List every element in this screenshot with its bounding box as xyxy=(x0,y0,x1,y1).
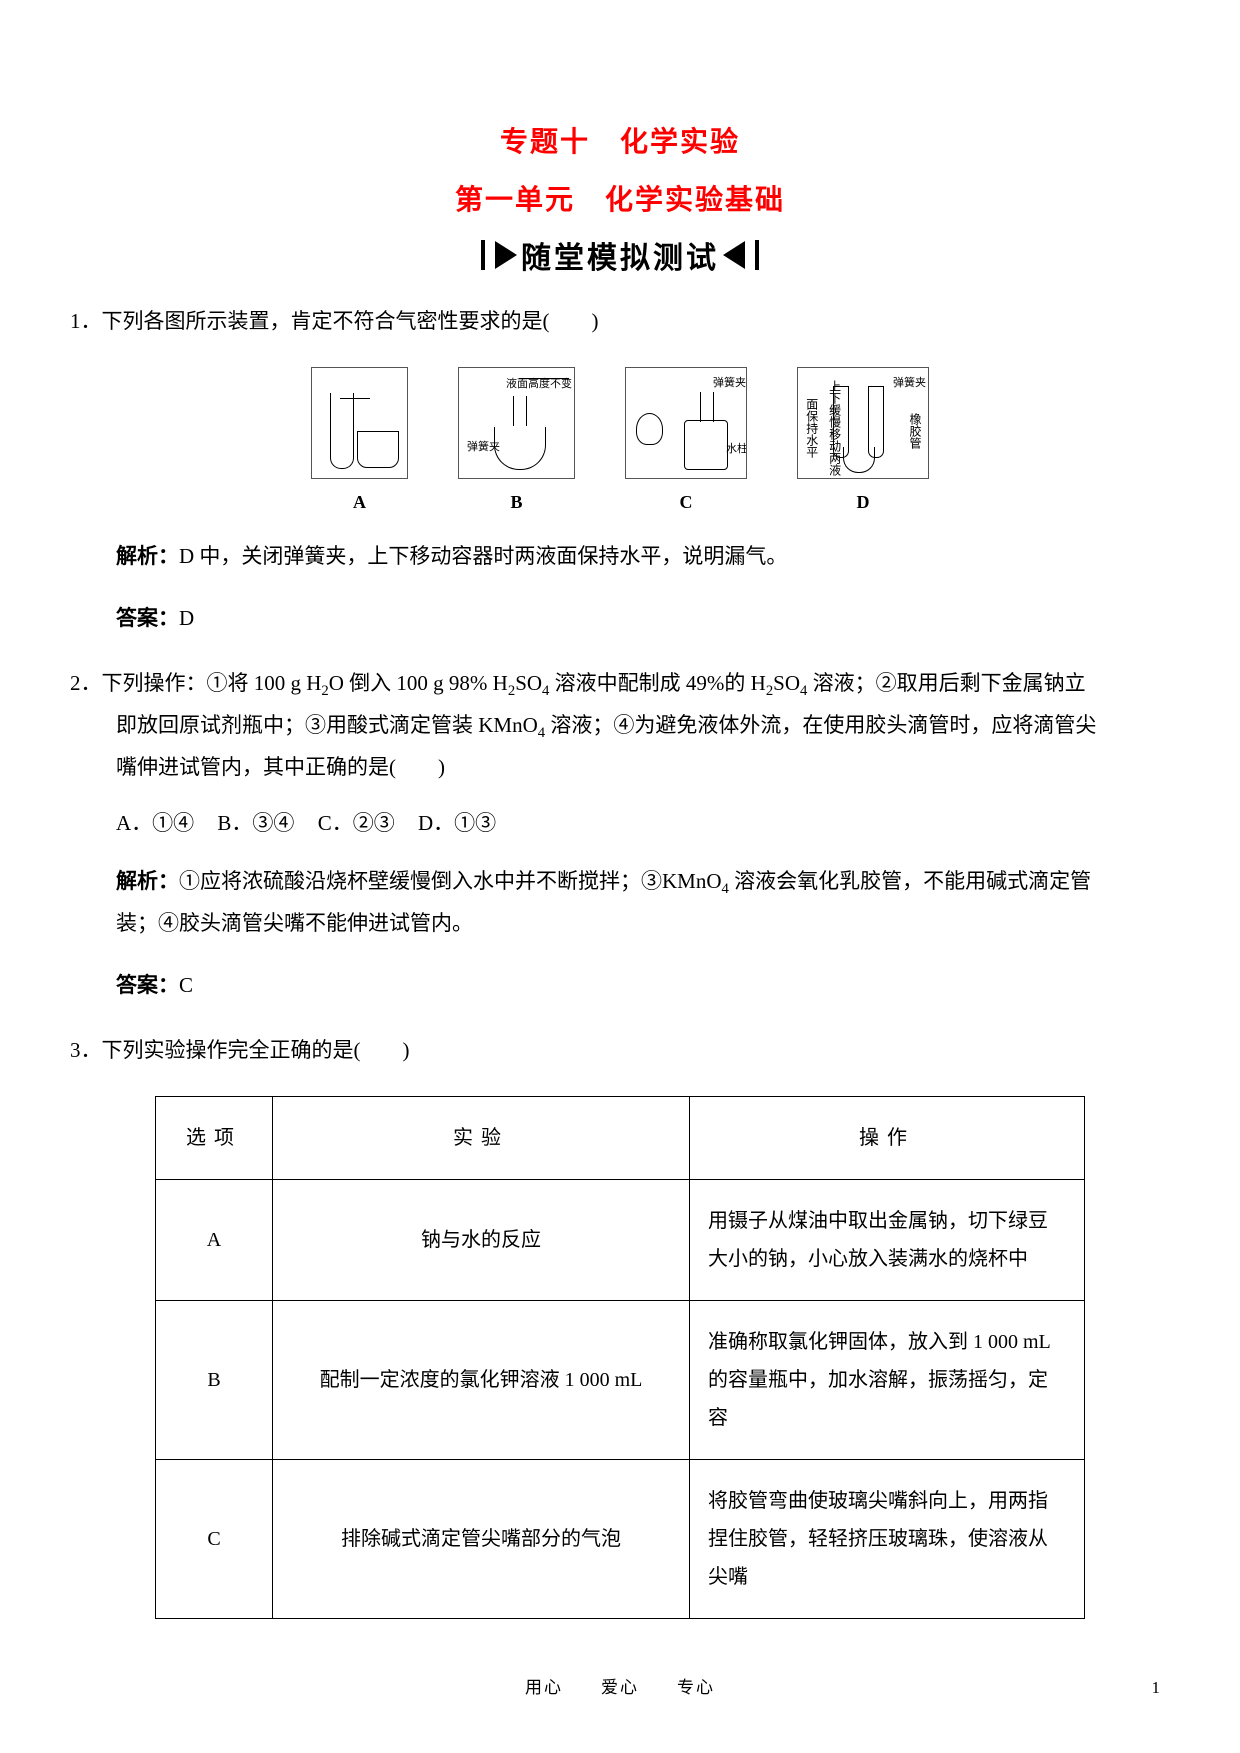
cell-exp: 钠与水的反应 xyxy=(273,1179,690,1300)
text: O 倒入 100 g 98% H xyxy=(329,671,508,695)
apparatus-b: 液面高度不变 弹簧夹 B xyxy=(458,367,575,519)
unit-subtitle: 第一单元 化学实验基础 xyxy=(70,178,1170,218)
figure-label: D xyxy=(857,485,870,519)
question-2: 2．下列操作：①将 100 g H2O 倒入 100 g 98% H2SO4 溶… xyxy=(70,664,1170,1006)
answer-text: D xyxy=(179,606,194,630)
q1-analysis: 解析：D 中，关闭弹簧夹，上下移动容器时两液面保持水平，说明漏气。 xyxy=(70,537,1170,577)
q2-analysis: 解析：①应将浓硫酸沿烧杯壁缓慢倒入水中并不断搅拌；③KMnO4 溶液会氧化乳胶管… xyxy=(70,862,1170,904)
q2-stem-line3: 嘴伸进试管内，其中正确的是( ) xyxy=(70,748,1170,788)
figure-label: B xyxy=(510,485,522,519)
apparatus-c: 弹簧夹 水柱 C xyxy=(625,367,747,519)
footer-motto: 用心 爱心 专心 xyxy=(0,1673,1240,1698)
option-a: A．①④ xyxy=(116,811,194,835)
q1-figure: A 液面高度不变 弹簧夹 B xyxy=(70,367,1170,519)
annot-clip: 弹簧夹 xyxy=(713,373,746,394)
annot-clip: 弹簧夹 xyxy=(467,437,500,458)
annot-level: 液面高度不变 xyxy=(506,374,572,395)
apparatus-a: A xyxy=(311,367,408,519)
topic-title: 专题十 化学实验 xyxy=(70,120,1170,160)
text: ①应将浓硫酸沿烧杯壁缓慢倒入水中并不断搅拌；③KMnO xyxy=(179,869,722,893)
table-row: C 排除碱式滴定管尖嘴部分的气泡 将胶管弯曲使玻璃尖嘴斜向上，用两指捏住胶管，轻… xyxy=(156,1459,1085,1618)
banner-bar-icon xyxy=(755,240,759,270)
analysis-label: 解析： xyxy=(116,869,179,893)
table-row: B 配制一定浓度的氯化钾溶液 1 000 mL 准确称取氯化钾固体，放入到 1 … xyxy=(156,1300,1085,1459)
cell-opt: A xyxy=(156,1179,273,1300)
analysis-text: D 中，关闭弹簧夹，上下移动容器时两液面保持水平，说明漏气。 xyxy=(179,544,787,568)
q3-stem: 3．下列实验操作完全正确的是( ) xyxy=(70,1031,1170,1071)
page: 专题十 化学实验 第一单元 化学实验基础 随堂模拟测试 1．下列各图所示装置，肯… xyxy=(0,0,1240,1753)
table-header-row: 选项 实验 操作 xyxy=(156,1096,1085,1179)
banner-triangle-icon xyxy=(723,241,745,269)
page-number: 1 xyxy=(1152,1678,1161,1698)
answer-text: C xyxy=(179,973,193,997)
text: 溶液会氧化乳胶管，不能用碱式滴定管 xyxy=(729,869,1091,893)
figure-label: A xyxy=(353,485,366,519)
table-row: A 钠与水的反应 用镊子从煤油中取出金属钠，切下绿豆大小的钠，小心放入装满水的烧… xyxy=(156,1179,1085,1300)
q2-stem: 2．下列操作：①将 100 g H2O 倒入 100 g 98% H2SO4 溶… xyxy=(70,664,1170,706)
cell-exp: 配制一定浓度的氯化钾溶液 1 000 mL xyxy=(273,1300,690,1459)
answer-label: 答案： xyxy=(116,973,179,997)
q1-stem: 1．下列各图所示装置，肯定不符合气密性要求的是( ) xyxy=(70,302,1170,342)
text: 溶液；②取用后剩下金属钠立 xyxy=(807,671,1085,695)
option-b: B．③④ xyxy=(217,811,294,835)
option-d: D．①③ xyxy=(418,811,496,835)
cell-op: 用镊子从煤油中取出金属钠，切下绿豆大小的钠，小心放入装满水的烧杯中 xyxy=(690,1179,1085,1300)
q2-analysis-line2: 装；④胶头滴管尖嘴不能伸进试管内。 xyxy=(70,904,1170,944)
cell-op: 准确称取氯化钾固体，放入到 1 000 mL 的容量瓶中，加水溶解，振荡摇匀，定… xyxy=(690,1300,1085,1459)
annot-rubber-tube: 橡胶管 xyxy=(903,413,926,449)
figure-label: C xyxy=(680,485,693,519)
th-operation: 操作 xyxy=(690,1096,1085,1179)
cell-opt: B xyxy=(156,1300,273,1459)
q1-answer: 答案：D xyxy=(70,599,1170,639)
q2-stem-line2: 即放回原试剂瓶中；③用酸式滴定管装 KMnO4 溶液；④为避免液体外流，在使用胶… xyxy=(70,706,1170,748)
q2-answer: 答案：C xyxy=(70,966,1170,1006)
banner: 随堂模拟测试 xyxy=(70,233,1170,277)
option-c: C．②③ xyxy=(318,811,395,835)
q3-table: 选项 实验 操作 A 钠与水的反应 用镊子从煤油中取出金属钠，切下绿豆大小的钠，… xyxy=(155,1096,1085,1619)
apparatus-d: 上下缓慢移动两液面保持水平 弹簧夹 橡胶管 D xyxy=(797,367,929,519)
text: 2．下列操作：①将 100 g H xyxy=(70,671,321,695)
text: 溶液中配制成 49%的 H xyxy=(549,671,765,695)
q2-options: A．①④ B．③④ C．②③ D．①③ xyxy=(70,804,1170,844)
th-option: 选项 xyxy=(156,1096,273,1179)
cell-opt: C xyxy=(156,1459,273,1618)
banner-triangle-icon xyxy=(495,241,517,269)
text: 即放回原试剂瓶中；③用酸式滴定管装 KMnO xyxy=(116,713,538,737)
annot-move: 上下缓慢移动两液面保持水平 xyxy=(800,378,846,478)
cell-op: 将胶管弯曲使玻璃尖嘴斜向上，用两指捏住胶管，轻轻挤压玻璃珠，使溶液从尖嘴 xyxy=(690,1459,1085,1618)
text: 溶液；④为避免液体外流，在使用胶头滴管时，应将滴管尖 xyxy=(545,713,1096,737)
question-3: 3．下列实验操作完全正确的是( ) 选项 实验 操作 A 钠与水的反应 用镊子从… xyxy=(70,1031,1170,1619)
banner-text: 随堂模拟测试 xyxy=(515,233,725,277)
annot-water-column: 水柱 xyxy=(726,439,747,460)
answer-label: 答案： xyxy=(116,606,179,630)
cell-exp: 排除碱式滴定管尖嘴部分的气泡 xyxy=(273,1459,690,1618)
text: SO xyxy=(515,671,542,695)
banner-bar-icon xyxy=(481,240,485,270)
annot-clip: 弹簧夹 xyxy=(893,373,926,394)
text: SO xyxy=(773,671,800,695)
question-1: 1．下列各图所示装置，肯定不符合气密性要求的是( ) A xyxy=(70,302,1170,639)
th-experiment: 实验 xyxy=(273,1096,690,1179)
analysis-label: 解析： xyxy=(116,544,179,568)
